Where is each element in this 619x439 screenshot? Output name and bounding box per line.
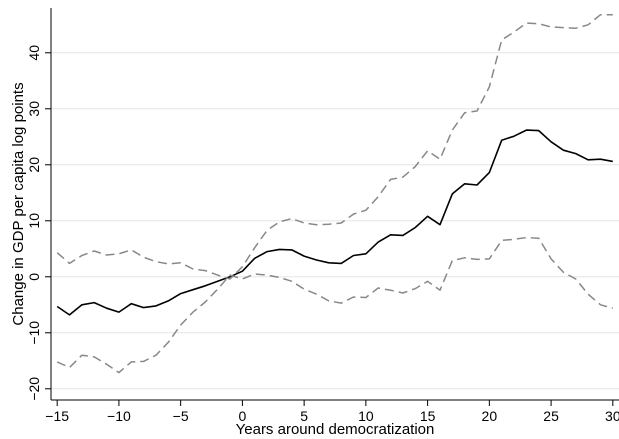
x-tick-label-5: 10: [358, 408, 374, 424]
y-tick-label-0: −20: [26, 377, 42, 401]
series-line-estimate: [56, 129, 613, 316]
y-tick-label-2: 0: [26, 273, 42, 281]
x-tick-label-9: 30: [605, 408, 619, 424]
y-tick-label-6: 40: [26, 45, 42, 61]
x-tick-label-4: 5: [300, 408, 308, 424]
x-tick-label-1: −10: [107, 408, 131, 424]
x-tick-label-6: 15: [420, 408, 436, 424]
y-tick-label-3: 10: [26, 213, 42, 229]
series-line-lower-bound: [56, 236, 613, 374]
y-axis-title: Change in GDP per capita log points: [10, 82, 27, 325]
series-line-upper-bound: [56, 13, 613, 280]
y-tick-label-4: 20: [26, 157, 42, 173]
y-tick-label-1: −10: [26, 321, 42, 345]
x-axis-ticks: −15 −10 −5 0 5 10 15 20 25 30: [45, 400, 619, 424]
x-axis-title: Years around democratization: [236, 421, 435, 438]
x-tick-label-0: −15: [45, 408, 69, 424]
x-tick-label-3: 0: [238, 408, 246, 424]
x-tick-label-7: 20: [482, 408, 498, 424]
x-tick-label-8: 25: [543, 408, 559, 424]
gridlines: [51, 52, 619, 390]
y-axis-ticks: −20 −10 0 10 20 30 40: [26, 45, 51, 401]
series-layer: [56, 13, 613, 374]
y-tick-label-5: 30: [26, 101, 42, 117]
x-tick-label-2: −5: [173, 408, 189, 424]
